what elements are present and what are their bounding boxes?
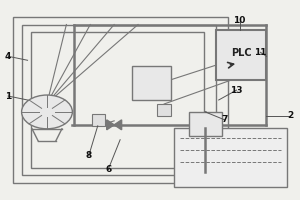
Bar [31,32,204,168]
Text: 8: 8 [86,151,92,160]
Text: 10: 10 [233,16,246,25]
Bar [132,66,171,100]
Bar [92,114,105,126]
Text: 6: 6 [105,165,111,174]
Text: 13: 13 [230,86,243,95]
Text: 1: 1 [5,92,11,101]
Text: 7: 7 [221,115,228,124]
Circle shape [22,95,72,129]
Bar [189,112,222,136]
Text: PLC: PLC [231,48,251,58]
Text: 11: 11 [254,48,267,57]
Bar [174,128,287,187]
Polygon shape [114,120,122,130]
Polygon shape [107,120,114,130]
Bar [158,104,171,116]
Text: 2: 2 [287,111,293,120]
Bar [22,25,216,175]
Bar [13,17,228,183]
Text: 4: 4 [5,52,11,61]
Bar [216,30,266,80]
